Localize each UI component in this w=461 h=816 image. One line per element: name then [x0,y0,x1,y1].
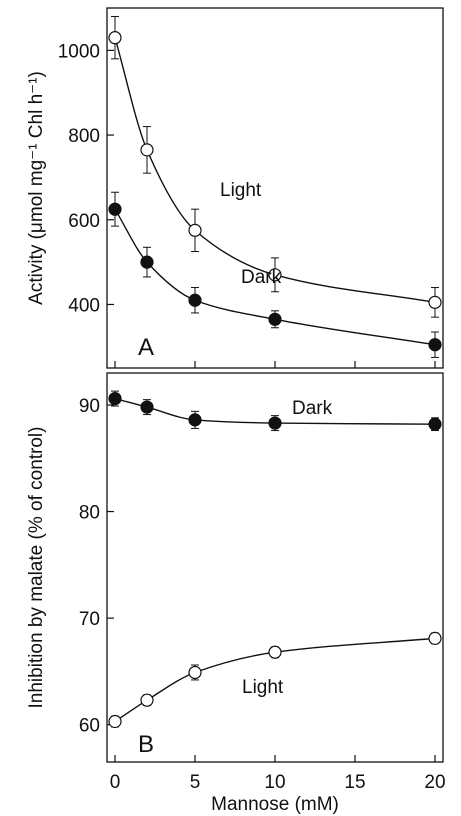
y-tick-label-a: 400 [68,295,100,316]
x-tick-label: 0 [110,772,121,793]
data-point-light [268,645,282,659]
series-label-b-dark: Dark [292,398,333,419]
x-tick-label: 5 [190,772,201,793]
data-point-light [188,665,202,680]
x-tick-label: 10 [264,772,285,793]
data-point-dark [108,202,122,216]
y-tick-label-b: 80 [79,503,100,524]
series-line-a-dark [114,208,436,346]
data-point-light [140,693,154,707]
data-point-dark [268,416,282,430]
data-point-light [108,714,122,729]
data-point-light [108,31,122,45]
panel-b: 60 70 80 90 0 5 10 15 20 [79,372,446,793]
series-label-a-dark: Dark [241,267,282,288]
data-point-dark [140,255,154,269]
data-point-dark [268,312,282,326]
panel-a: 400 600 800 1000 [58,7,444,369]
y-tick-label-b: 70 [79,609,100,630]
data-point-dark [188,413,202,427]
data-point-light [188,223,202,237]
y-tick-label-b: 60 [79,716,100,737]
data-point-dark [140,400,154,414]
x-tick-label: 15 [344,772,365,793]
y-tick-label-a: 800 [68,126,100,147]
data-point-light [428,631,442,645]
data-point-dark [428,417,442,431]
data-point-dark [428,338,442,352]
data-point-light [268,268,282,282]
x-axis-title: Mannose (mM) [211,794,339,815]
data-point-dark [188,293,202,307]
series-label-a-light: Light [220,180,262,201]
series-label-b-light: Light [242,677,284,698]
data-point-light [428,295,442,309]
x-tick-label: 20 [424,772,445,793]
y-tick-label-a: 1000 [58,41,100,62]
data-point-dark [108,391,122,406]
y-tick-label-b: 90 [79,396,100,417]
panel-label-b: B [138,731,154,758]
y-axis-title-b: Inhibition by malate (% of control) [26,427,47,709]
panel-label-a: A [138,334,154,361]
y-axis-title-a: Activity (μmol mg⁻¹ Chl h⁻¹) [26,71,47,305]
data-point-light [140,143,154,157]
y-tick-label-a: 600 [68,211,100,232]
plot-frame-b [106,372,444,763]
